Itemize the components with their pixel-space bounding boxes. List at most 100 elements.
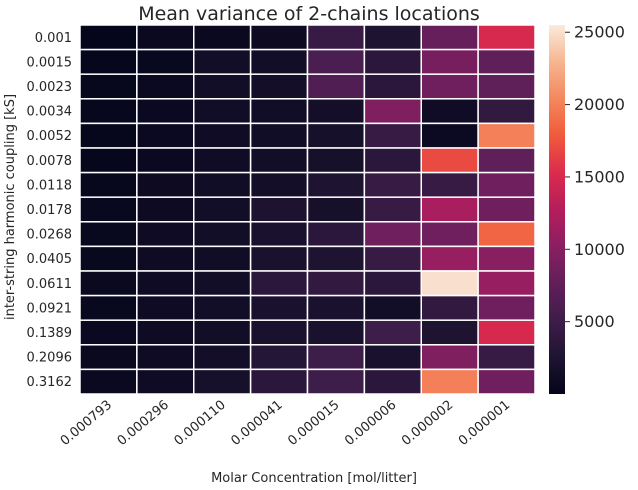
heatmap-cell bbox=[79, 24, 138, 51]
heatmap-cell bbox=[193, 270, 252, 297]
x-tick-label: 0.000001 bbox=[456, 398, 513, 449]
heatmap-cell bbox=[420, 147, 479, 174]
heatmap-cell bbox=[79, 147, 138, 174]
heatmap-cell bbox=[306, 196, 366, 223]
heatmap-cell bbox=[79, 294, 138, 321]
heatmap-cell bbox=[420, 48, 479, 75]
colorbar bbox=[549, 25, 565, 394]
heatmap-cell bbox=[420, 171, 479, 198]
heatmap-cell bbox=[477, 245, 536, 272]
heatmap-cell bbox=[363, 270, 422, 297]
heatmap-cell bbox=[249, 196, 309, 223]
heatmap-cell bbox=[193, 368, 252, 395]
heatmap-cell bbox=[136, 319, 195, 346]
heatmap-cell bbox=[477, 24, 536, 51]
y-tick-label: 0.0268 bbox=[27, 228, 73, 243]
heatmap-cell bbox=[420, 294, 479, 321]
heatmap-cell bbox=[136, 245, 195, 272]
y-tick-label: 0.0078 bbox=[27, 154, 73, 169]
heatmap-cell bbox=[306, 24, 366, 51]
heatmap-cell bbox=[193, 98, 252, 125]
y-tick-label: 0.0034 bbox=[27, 105, 73, 120]
x-tick-label: 0.000002 bbox=[399, 398, 456, 449]
y-tick-label: 0.0052 bbox=[27, 129, 73, 144]
colorbar-tick-label: 10000 bbox=[574, 240, 625, 259]
x-tick-label: 0.000296 bbox=[115, 398, 172, 449]
heatmap-cell bbox=[193, 344, 252, 371]
heatmap-cell bbox=[249, 73, 309, 100]
heatmap-cell bbox=[420, 245, 479, 272]
heatmap-cell bbox=[306, 221, 366, 248]
heatmap-cell bbox=[249, 171, 309, 198]
heatmap-cell bbox=[363, 147, 422, 174]
heatmap-cell bbox=[477, 368, 536, 395]
heatmap-cell bbox=[136, 98, 195, 125]
x-tick-label: 0.000015 bbox=[285, 398, 342, 449]
heatmap-cell bbox=[420, 319, 479, 346]
heatmap-cell bbox=[363, 98, 422, 125]
heatmap-cell bbox=[193, 319, 252, 346]
heatmap-cell bbox=[249, 122, 309, 149]
y-tick-label: 0.0921 bbox=[27, 301, 73, 316]
heatmap-cell bbox=[136, 24, 195, 51]
heatmap-cell bbox=[136, 294, 195, 321]
heatmap-cell bbox=[193, 196, 252, 223]
heatmap-cell bbox=[420, 98, 479, 125]
heatmap-cell bbox=[363, 344, 422, 371]
x-axis-label: Molar Concentration [mol/litter] bbox=[211, 471, 417, 486]
heatmap-cell bbox=[249, 221, 309, 248]
heatmap-cell bbox=[79, 344, 138, 371]
heatmap-cell bbox=[306, 98, 366, 125]
heatmap-cell bbox=[420, 24, 479, 51]
chart-title: Mean variance of 2-chains locations bbox=[138, 3, 480, 25]
heatmap-cell bbox=[136, 270, 195, 297]
heatmap-cell bbox=[420, 270, 479, 297]
heatmap-cell bbox=[79, 196, 138, 223]
heatmap-cell bbox=[363, 24, 422, 51]
heatmap-cell bbox=[249, 147, 309, 174]
heatmap-cell bbox=[249, 368, 309, 395]
y-tick-label: 0.3162 bbox=[27, 375, 73, 390]
heatmap-cell bbox=[306, 147, 366, 174]
heatmap-cell bbox=[136, 196, 195, 223]
heatmap-cell bbox=[363, 171, 422, 198]
heatmap-cell bbox=[193, 171, 252, 198]
x-tick-labels: 0.000793 0.000296 0.000110 0.000041 0.000015… bbox=[58, 398, 513, 449]
heatmap-cell bbox=[136, 171, 195, 198]
heatmap-cell bbox=[193, 147, 252, 174]
heatmap-cell bbox=[477, 98, 536, 125]
heatmap-cell bbox=[306, 122, 366, 149]
heatmap-cell bbox=[193, 48, 252, 75]
heatmap-cell bbox=[249, 294, 309, 321]
heatmap-cell bbox=[79, 270, 138, 297]
y-tick-label: 0.1389 bbox=[27, 326, 73, 341]
colorbar-ticks: 5000 10000 15000 20000 25000 bbox=[565, 23, 625, 331]
heatmap-cell bbox=[136, 344, 195, 371]
heatmap-cell bbox=[420, 196, 479, 223]
heatmap-cell bbox=[477, 73, 536, 100]
heatmap-cell bbox=[477, 171, 536, 198]
heatmap-cell bbox=[136, 368, 195, 395]
heatmap-cell bbox=[136, 122, 195, 149]
heatmap-cell bbox=[193, 24, 252, 51]
heatmap-cell bbox=[193, 221, 252, 248]
heatmap-cell bbox=[136, 221, 195, 248]
heatmap-cell bbox=[363, 368, 422, 395]
heatmap-cell bbox=[136, 147, 195, 174]
heatmap-cell bbox=[193, 73, 252, 100]
heatmap-cell bbox=[420, 73, 479, 100]
heatmap-cell bbox=[306, 368, 366, 395]
heatmap-cell bbox=[306, 73, 366, 100]
heatmap-cell bbox=[306, 171, 366, 198]
heatmap-cell bbox=[363, 221, 422, 248]
heatmap-cell bbox=[193, 294, 252, 321]
heatmap-cell bbox=[249, 344, 309, 371]
heatmap-cell bbox=[477, 221, 536, 248]
heatmap-cell bbox=[249, 98, 309, 125]
heatmap-cell bbox=[363, 319, 422, 346]
heatmap-cell bbox=[477, 122, 536, 149]
heatmap-cell bbox=[136, 73, 195, 100]
x-tick-label: 0.000006 bbox=[342, 398, 399, 449]
y-tick-labels: 0.001 0.0015 0.0023 0.0034 0.0052 0.0078 0.011… bbox=[27, 31, 73, 390]
heatmap-cell bbox=[306, 344, 366, 371]
